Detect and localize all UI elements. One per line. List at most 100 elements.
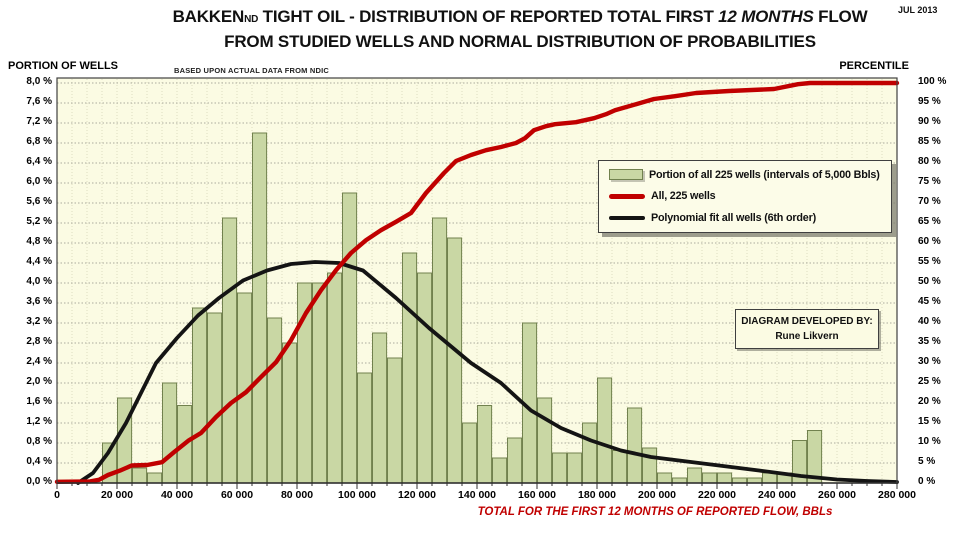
y-right-tick-label: 45 % — [918, 296, 941, 307]
histogram-bar — [147, 472, 163, 484]
histogram-bar — [132, 467, 148, 484]
black-line-icon — [609, 216, 645, 221]
histogram-bar — [282, 342, 298, 484]
x-tick-label: 0 — [54, 489, 60, 501]
legend-item-bars: Portion of all 225 wells (intervals of 5… — [609, 169, 891, 181]
y-right-tick-label: 20 % — [918, 396, 941, 407]
histogram-bar — [327, 272, 343, 484]
page-title: BAKKENND TIGHT OIL - DISTRIBUTION OF REP… — [120, 6, 920, 53]
histogram-bar — [357, 372, 373, 484]
y-left-tick-label: 3,6 % — [26, 296, 52, 307]
x-tick-label: 140 000 — [458, 489, 496, 501]
left-axis-header: PORTION OF WELLS — [8, 60, 118, 72]
y-right-tick-label: 25 % — [918, 376, 941, 387]
histogram-bar — [222, 217, 238, 484]
y-right-tick-label: 100 % — [918, 76, 947, 87]
histogram-bar — [447, 237, 463, 484]
y-right-tick-label: 55 % — [918, 256, 941, 267]
y-right-tick-label: 35 % — [918, 336, 941, 347]
title-line-2: FROM STUDIED WELLS AND NORMAL DISTRIBUTI… — [224, 32, 816, 51]
y-left-tick-label: 5,6 % — [26, 196, 52, 207]
y-right-tick-label: 15 % — [918, 416, 941, 427]
histogram-bar — [477, 405, 493, 484]
histogram-bar — [582, 422, 598, 484]
x-axis-title: TOTAL FOR THE FIRST 12 MONTHS OF REPORTE… — [477, 506, 833, 518]
percentile-line — [54, 80, 900, 484]
y-right-tick-label: 95 % — [918, 96, 941, 107]
x-tick-label: 80 000 — [280, 489, 314, 501]
histogram-bar — [642, 447, 658, 484]
legend: Portion of all 225 wells (intervals of 5… — [598, 160, 892, 233]
date-label: JUL 2013 — [898, 5, 938, 15]
x-tick-label: 60 000 — [220, 489, 254, 501]
y-left-tick-label: 4,4 % — [26, 256, 52, 267]
y-left-tick-label: 0,0 % — [26, 476, 52, 487]
histogram-bar — [387, 357, 403, 484]
histogram-bar — [717, 472, 733, 484]
y-left-tick-label: 0,4 % — [26, 456, 52, 467]
title-line-1: BAKKENND TIGHT OIL - DISTRIBUTION OF REP… — [120, 6, 920, 31]
left-axis-subheader: BASED UPON ACTUAL DATA FROM NDIC — [174, 66, 330, 75]
y-left-tick-label: 6,4 % — [26, 156, 52, 167]
histogram-bar — [207, 312, 223, 484]
y-right-tick-label: 50 % — [918, 276, 941, 287]
y-right-tick-label: 70 % — [918, 196, 941, 207]
histogram-bar — [342, 192, 358, 484]
histogram-bar — [162, 382, 178, 484]
histogram-bar — [552, 452, 568, 484]
histogram-bar — [537, 397, 553, 484]
x-tick-label: 160 000 — [518, 489, 556, 501]
red-line-icon — [609, 193, 645, 199]
histogram-bar — [312, 282, 328, 484]
y-left-tick-label: 7,6 % — [26, 96, 52, 107]
title-brand-sub: ND — [244, 14, 259, 25]
y-right-tick-label: 30 % — [918, 356, 941, 367]
x-tick-label: 120 000 — [398, 489, 436, 501]
histogram-bar — [597, 377, 613, 484]
title-brand: BAKKEN — [172, 7, 245, 26]
histogram-bar — [417, 272, 433, 484]
plot-frame — [56, 77, 898, 484]
legend-label: Polynomial fit all wells (6th order) — [651, 212, 816, 225]
y-left-tick-label: 8,0 % — [26, 76, 52, 87]
credit-line-1: DIAGRAM DEVELOPED BY: — [741, 316, 873, 327]
legend-label: Portion of all 225 wells (intervals of 5… — [649, 168, 880, 181]
y-right-tick-label: 40 % — [918, 316, 941, 327]
histogram-bar — [507, 437, 523, 484]
y-right-tick-label: 80 % — [918, 156, 941, 167]
y-left-tick-label: 7,2 % — [26, 116, 52, 127]
x-tick-label: 240 000 — [758, 489, 796, 501]
histogram-bar — [627, 407, 643, 484]
histogram-bar — [462, 422, 478, 484]
y-right-tick-label: 0 % — [918, 476, 936, 487]
credit-line-2: Rune Likvern — [775, 331, 839, 342]
title-emph: 12 MONTHS — [718, 7, 814, 26]
x-tick-label: 200 000 — [638, 489, 676, 501]
x-tick-label: 20 000 — [100, 489, 134, 501]
histogram-bar — [192, 307, 208, 484]
histogram-bar — [252, 132, 268, 484]
y-left-tick-label: 2,4 % — [26, 356, 52, 367]
y-right-tick-label: 85 % — [918, 136, 941, 147]
histogram-bar — [492, 457, 508, 484]
y-left-tick-label: 1,6 % — [26, 396, 52, 407]
histogram-bar — [567, 452, 583, 484]
y-right-tick-label: 75 % — [918, 176, 941, 187]
right-axis-header: PERCENTILE — [839, 60, 909, 72]
histogram-bar — [612, 450, 628, 484]
y-right-tick-label: 10 % — [918, 436, 941, 447]
y-left-tick-label: 5,2 % — [26, 216, 52, 227]
x-tick-label: 260 000 — [818, 489, 856, 501]
histogram-bar — [702, 472, 718, 484]
y-right-tick-label: 65 % — [918, 216, 941, 227]
legend-item-red-line: All, 225 wells — [609, 190, 891, 202]
y-left-tick-label: 0,8 % — [26, 436, 52, 447]
y-right-tick-label: 60 % — [918, 236, 941, 247]
histogram-bar — [402, 252, 418, 484]
y-right-tick-label: 90 % — [918, 116, 941, 127]
y-left-tick-label: 4,8 % — [26, 236, 52, 247]
histogram-bar — [372, 332, 388, 484]
legend-item-black-line: Polynomial fit all wells (6th order) — [609, 212, 891, 224]
x-tick-label: 280 000 — [878, 489, 916, 501]
